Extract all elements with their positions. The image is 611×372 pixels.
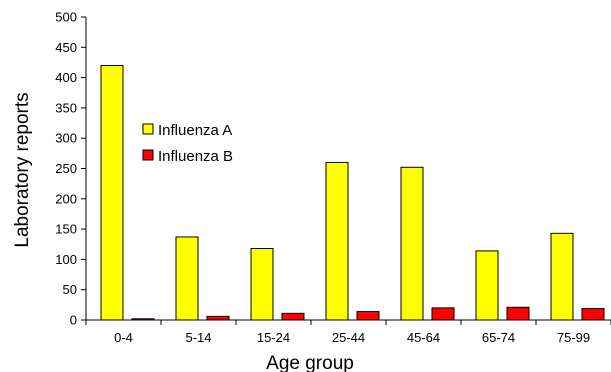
x-tick-label: 45-64 — [407, 330, 440, 345]
bar-influenza-b-25-44 — [356, 311, 380, 321]
bar-influenza-b-65-74 — [506, 306, 530, 321]
bar-influenza-b-45-64 — [431, 307, 455, 321]
bar-influenza-a-15-24 — [250, 247, 274, 321]
y-tick-label: 100 — [55, 252, 77, 267]
x-axis: 0-4 5-14 15-24 25-44 45-64 65-74 75-99 — [85, 320, 611, 345]
y-tick-label: 200 — [55, 191, 77, 206]
y-tick-label: 500 — [55, 10, 77, 25]
bar-influenza-a-65-74 — [475, 250, 499, 321]
y-tick-label: 50 — [63, 282, 77, 297]
y-tick-label: 300 — [55, 131, 77, 146]
axis-lines — [85, 17, 611, 321]
legend-label: Influenza A — [158, 122, 232, 139]
bar-influenza-b-75-99 — [581, 307, 605, 321]
x-axis-title: Age group — [266, 353, 354, 372]
legend: Influenza A Influenza B — [142, 122, 233, 165]
x-tick-label: 15-24 — [257, 330, 290, 345]
legend-swatch — [142, 123, 154, 135]
legend-label: Influenza B — [158, 148, 233, 165]
bar-influenza-a-5-14 — [175, 236, 199, 321]
bar-influenza-a-0-4 — [100, 64, 124, 321]
legend-swatch — [142, 149, 154, 161]
bar-influenza-b-15-24 — [281, 312, 305, 321]
bar-influenza-a-45-64 — [400, 166, 424, 321]
x-tick-label: 25-44 — [332, 330, 365, 345]
y-tick-label: 150 — [55, 222, 77, 237]
bar-influenza-a-25-44 — [325, 161, 349, 321]
x-tick-label: 5-14 — [185, 330, 211, 345]
y-axis: 0 50 100 150 200 250 300 350 400 450 500 — [55, 10, 86, 328]
x-tick-label: 75-99 — [557, 330, 590, 345]
y-tick-label: 250 — [55, 161, 77, 176]
y-tick-label: 400 — [55, 70, 77, 85]
y-tick-label: 450 — [55, 40, 77, 55]
y-tick-label: 0 — [70, 313, 77, 328]
bars — [100, 64, 605, 321]
x-tick-label: 65-74 — [482, 330, 515, 345]
y-axis-title: Laboratory reports — [12, 92, 33, 247]
bar-influenza-b-5-14 — [206, 315, 230, 321]
x-tick-label: 0-4 — [114, 330, 133, 345]
bar-influenza-a-75-99 — [550, 232, 574, 321]
y-tick-label: 350 — [55, 100, 77, 115]
